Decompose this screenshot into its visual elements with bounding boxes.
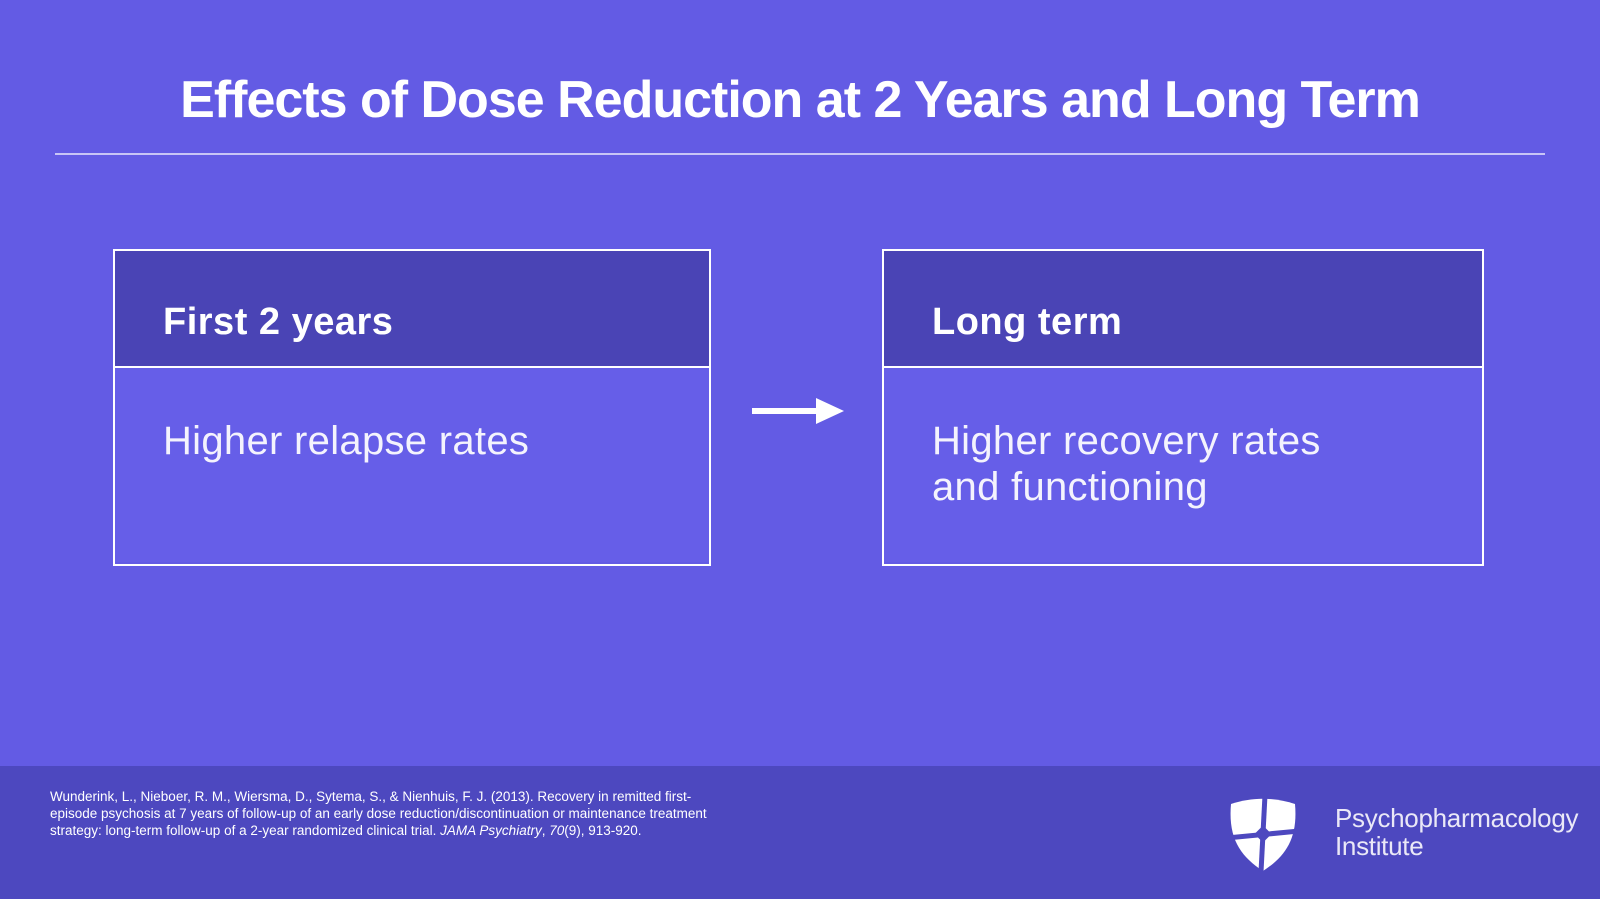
citation-line-1: Wunderink, L., Nieboer, R. M., Wiersma, … bbox=[50, 789, 692, 804]
logo-wordmark-line2: Institute bbox=[1335, 831, 1424, 861]
logo-wordmark: Psychopharmacology Institute bbox=[1335, 804, 1578, 860]
box-long-term-header-label: Long term bbox=[932, 301, 1123, 343]
footer-bar: Wunderink, L., Nieboer, R. M., Wiersma, … bbox=[0, 766, 1600, 899]
box-first-2-years-body: Higher relapse rates bbox=[115, 368, 709, 562]
box-first-2-years-body-text: Higher relapse rates bbox=[163, 419, 530, 463]
citation-line-3-suffix: (9), 913-920. bbox=[564, 823, 642, 838]
citation-line-3-prefix: strategy: long-term follow-up of a 2-yea… bbox=[50, 823, 441, 838]
box-long-term-header: Long term bbox=[884, 251, 1482, 368]
citation-line-2: episode psychosis at 7 years of follow-u… bbox=[50, 806, 707, 821]
citation-journal-name: JAMA Psychiatry bbox=[440, 823, 542, 838]
box-long-term: Long term Higher recovery rates and func… bbox=[882, 249, 1484, 566]
title-divider bbox=[55, 153, 1545, 155]
citation-separator: , bbox=[541, 823, 550, 838]
box-long-term-body-text-line2: and functioning bbox=[932, 465, 1208, 509]
box-first-2-years-header-label: First 2 years bbox=[163, 301, 394, 343]
box-first-2-years: First 2 years Higher relapse rates bbox=[113, 249, 711, 566]
organization-logo: Psychopharmacology Institute bbox=[1226, 794, 1578, 873]
slide-title: Effects of Dose Reduction at 2 Years and… bbox=[180, 71, 1421, 129]
box-long-term-body: Higher recovery rates and functioning bbox=[884, 368, 1482, 562]
citation-volume: 70 bbox=[549, 823, 565, 838]
citation-text: Wunderink, L., Nieboer, R. M., Wiersma, … bbox=[50, 788, 790, 839]
box-long-term-body-text-line1: Higher recovery rates bbox=[932, 419, 1321, 463]
box-first-2-years-header: First 2 years bbox=[115, 251, 709, 368]
arrow-right-icon bbox=[752, 398, 844, 424]
shield-cross-icon bbox=[1226, 794, 1300, 873]
logo-wordmark-line1: Psychopharmacology bbox=[1335, 803, 1579, 833]
